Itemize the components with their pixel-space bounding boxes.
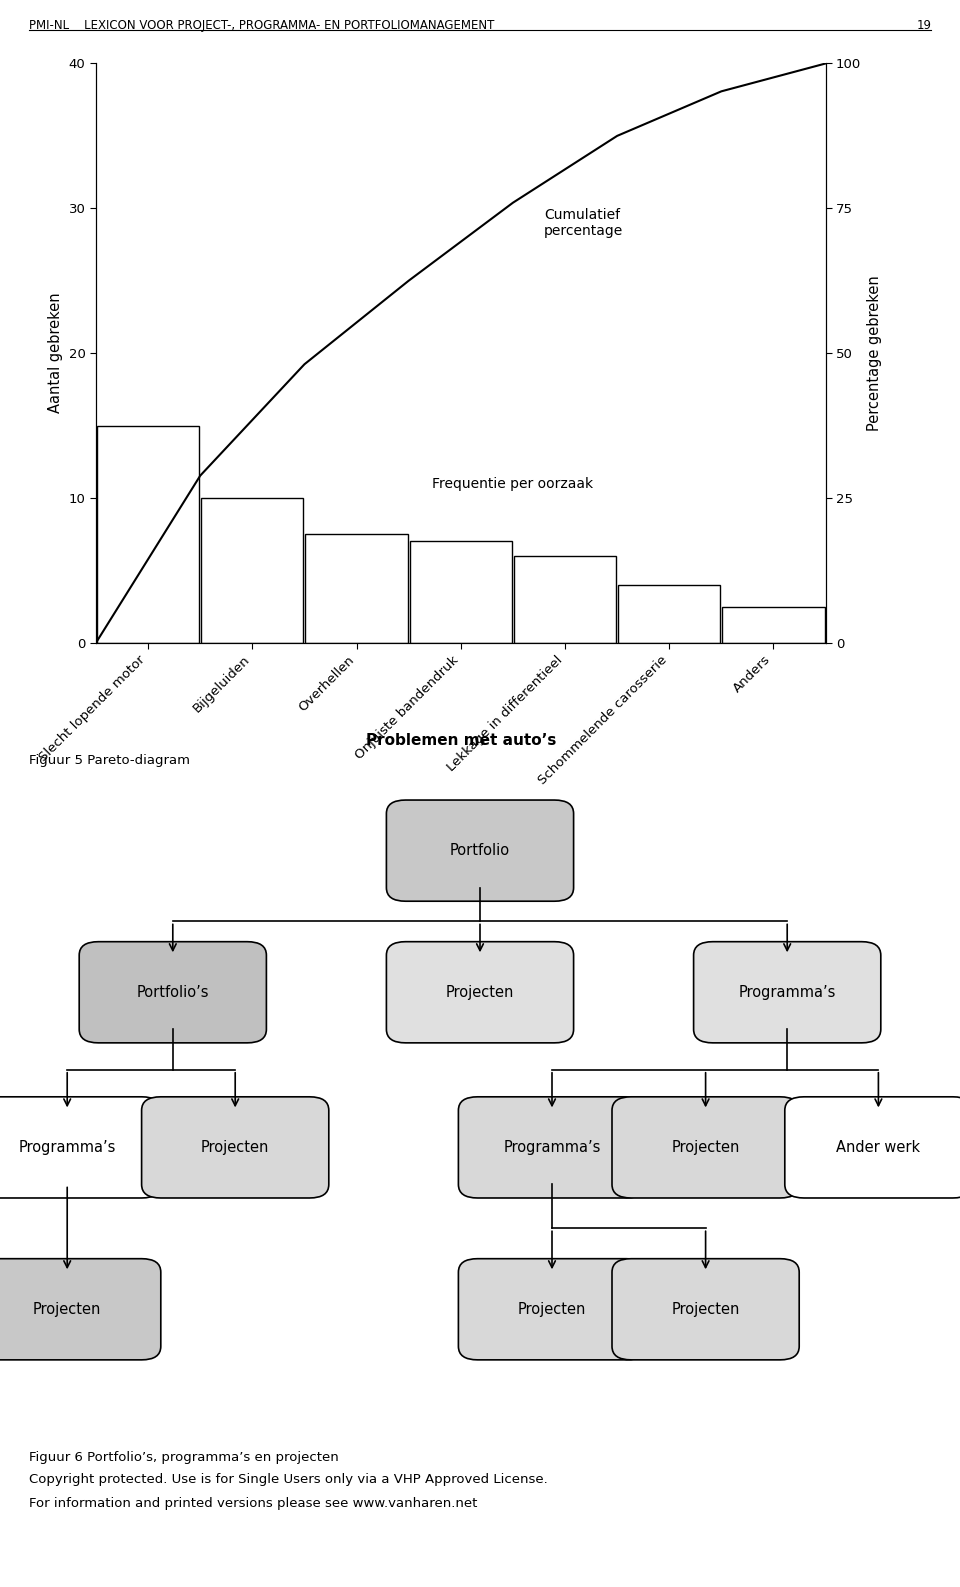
FancyBboxPatch shape	[386, 941, 573, 1043]
Text: Portfolio’s: Portfolio’s	[136, 986, 209, 1000]
FancyBboxPatch shape	[142, 1097, 328, 1198]
Bar	[305, 535, 408, 643]
Text: Copyright protected. Use is for Single Users only via a VHP Approved License.: Copyright protected. Use is for Single U…	[29, 1473, 547, 1485]
Text: For information and printed versions please see www.vanharen.net: For information and printed versions ple…	[29, 1497, 477, 1509]
Text: Problemen met auto’s: Problemen met auto’s	[366, 733, 556, 747]
Bar	[514, 555, 616, 643]
Text: Programma’s: Programma’s	[503, 1139, 601, 1155]
Bar	[202, 498, 303, 643]
Text: Figuur 5 Pareto-diagram: Figuur 5 Pareto-diagram	[29, 754, 190, 767]
FancyBboxPatch shape	[612, 1258, 799, 1360]
FancyBboxPatch shape	[79, 941, 266, 1043]
Text: Ander werk: Ander werk	[836, 1139, 921, 1155]
Text: Frequentie per oorzaak: Frequentie per oorzaak	[432, 476, 593, 490]
Text: Figuur 6 Portfolio’s, programma’s en projecten: Figuur 6 Portfolio’s, programma’s en pro…	[29, 1451, 339, 1463]
Bar	[618, 586, 720, 643]
Text: Programma’s: Programma’s	[18, 1139, 116, 1155]
Bar	[723, 606, 825, 643]
Text: Cumulatief
percentage: Cumulatief percentage	[544, 208, 623, 238]
Text: Projecten: Projecten	[445, 986, 515, 1000]
FancyBboxPatch shape	[0, 1097, 161, 1198]
Y-axis label: Percentage gebreken: Percentage gebreken	[867, 275, 882, 432]
FancyBboxPatch shape	[693, 941, 881, 1043]
Text: 19: 19	[916, 19, 931, 32]
Text: PMI-NL    LEXICON VOOR PROJECT-, PROGRAMMA- EN PORTFOLIOMANAGEMENT: PMI-NL LEXICON VOOR PROJECT-, PROGRAMMA-…	[29, 19, 494, 32]
FancyBboxPatch shape	[612, 1097, 799, 1198]
Text: Projecten: Projecten	[201, 1139, 270, 1155]
Y-axis label: Aantal gebreken: Aantal gebreken	[48, 292, 63, 414]
FancyBboxPatch shape	[458, 1258, 645, 1360]
Bar	[410, 541, 512, 643]
Text: Programma’s: Programma’s	[738, 986, 836, 1000]
Text: Projecten: Projecten	[671, 1139, 740, 1155]
Text: Projecten: Projecten	[33, 1301, 102, 1317]
Text: Portfolio: Portfolio	[450, 843, 510, 859]
FancyBboxPatch shape	[784, 1097, 960, 1198]
Bar	[97, 425, 199, 643]
FancyBboxPatch shape	[386, 800, 573, 901]
Text: Projecten: Projecten	[517, 1301, 587, 1317]
FancyBboxPatch shape	[0, 1258, 161, 1360]
FancyBboxPatch shape	[458, 1097, 645, 1198]
Text: Projecten: Projecten	[671, 1301, 740, 1317]
